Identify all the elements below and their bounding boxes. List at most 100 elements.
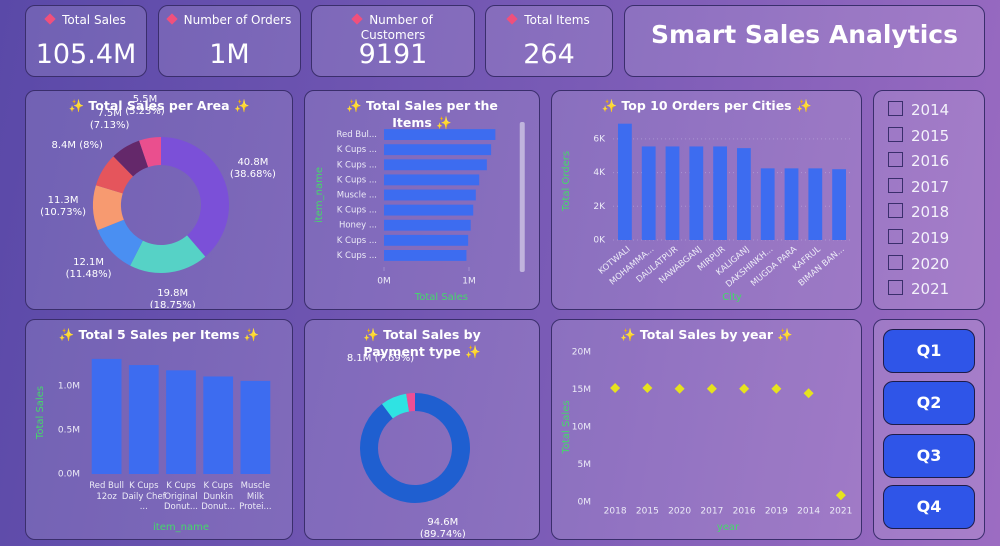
kpi-icon <box>165 13 178 25</box>
bar <box>128 365 159 474</box>
bar <box>641 146 656 240</box>
x-tick-label: 2018 <box>604 507 627 517</box>
checkbox[interactable] <box>888 229 903 244</box>
quarter-button[interactable]: Q4 <box>883 485 975 529</box>
kpi-icon <box>44 13 56 25</box>
pie-slice <box>406 393 415 412</box>
year-option[interactable]: 2021 <box>888 280 949 298</box>
kpi-card: Total Sales 105.4M <box>25 5 147 77</box>
year-option[interactable]: 2014 <box>888 101 949 119</box>
year-label: 2014 <box>911 101 950 119</box>
dashboard-title: Smart Sales Analytics <box>651 20 958 49</box>
kpi-value: 264 <box>523 39 575 70</box>
year-option[interactable]: 2016 <box>888 152 949 170</box>
checkbox[interactable] <box>888 101 903 116</box>
year-label: 2017 <box>911 177 950 196</box>
x-tick-label: 0M <box>377 277 391 287</box>
data-label: 8.1M (7.69%) <box>346 353 415 365</box>
y-tick-label: K Cups ... <box>337 206 377 216</box>
y-tick-label: 10M <box>572 423 591 433</box>
year-option[interactable]: 2017 <box>888 177 950 196</box>
chart: 94.6M (89.74%) 8.1M (7.69%) <box>346 353 470 538</box>
chart-title: ✨ Total 5 Sales per Items ✨ <box>58 327 260 342</box>
x-tick-label-box: Red Bull 12oz <box>89 481 124 502</box>
pie-slice <box>97 219 143 266</box>
data-label: 12.1M (11.48%) <box>65 257 112 281</box>
pie-slice <box>95 156 134 194</box>
checkbox[interactable] <box>888 280 903 296</box>
kpi-label: Total Items <box>524 13 590 27</box>
data-label: 94.6M (89.74%) <box>419 517 466 538</box>
chart: 40.8M (38.68%) 19.8M (18.75%) 12.1M (11.48… <box>40 94 276 308</box>
bar <box>384 189 476 201</box>
kpi-icon <box>351 13 363 25</box>
x-tick-label: K Cups Dunkin Donut... <box>201 481 236 512</box>
quarter-button[interactable]: Q3 <box>883 434 975 478</box>
quarter-button[interactable]: Q1 <box>883 329 975 373</box>
bar <box>384 204 474 216</box>
chart-title: ✨ Top 10 Orders per Cities ✨ <box>601 98 812 113</box>
y-tick-label: K Cups ... <box>337 236 377 246</box>
x-tick-label: Muscle Milk Protei... <box>239 481 272 512</box>
data-label: 5.5M (5.23%) <box>125 94 165 118</box>
x-tick-label: K Cups Daily Chef ... <box>121 481 166 512</box>
bar <box>384 234 469 246</box>
y-tick-label: K Cups ... <box>337 175 377 185</box>
kpi-label-row: Number of Orders <box>165 13 294 28</box>
checkbox[interactable] <box>888 254 903 270</box>
x-tick-label: 1M <box>462 277 476 287</box>
quarter-card: Q1 Q2 Q3 Q4 <box>873 319 985 540</box>
bar <box>203 376 234 474</box>
checkbox[interactable] <box>888 203 903 219</box>
kpi-label-row: Total Sales <box>32 13 140 28</box>
bar <box>384 159 487 171</box>
bar <box>832 169 847 240</box>
marker <box>771 383 782 394</box>
year-label: 2019 <box>911 229 950 247</box>
chart-panel: 0M 1M Red Bul... K Cups ... K Cups ... K Cups… <box>304 90 540 310</box>
bar <box>689 146 704 240</box>
y-tick-label: K Cups ... <box>337 251 377 261</box>
year-option[interactable]: 2018 <box>888 203 949 221</box>
chart-panel: 40.8M (38.68%) 19.8M (18.75%) 12.1M (11.48… <box>25 90 293 310</box>
x-tick-label-box: K Cups Dunkin Donut... <box>201 481 236 512</box>
data-label-box: 19.8M (18.75%) <box>150 288 196 308</box>
pie-slice <box>130 235 206 273</box>
bar <box>617 123 632 240</box>
year-option[interactable]: 2019 <box>888 229 949 247</box>
pie-slice <box>161 137 229 257</box>
marker <box>803 388 814 399</box>
scrollbar <box>519 122 525 272</box>
chart: 0M 5M 10M 15M 20M 2018 2015 2020 2017 2016 2019 201… <box>561 348 852 534</box>
y-tick-label: K Cups ... <box>337 160 377 170</box>
marker <box>674 383 685 394</box>
checkbox[interactable] <box>888 152 903 168</box>
data-label-box: 8.4M (8%) <box>52 140 103 151</box>
y-tick-label: 2K <box>593 202 606 212</box>
x-axis-title: Total Sales <box>414 292 468 303</box>
x-tick-label: 2021 <box>829 507 852 517</box>
bar <box>384 219 471 231</box>
y-tick-label: K Cups ... <box>337 145 377 155</box>
checkbox[interactable] <box>888 126 903 142</box>
kpi-icon <box>506 13 518 25</box>
year-option[interactable]: 2020 <box>888 254 950 273</box>
y-tick-label: 0.0M <box>58 470 80 480</box>
marker <box>739 383 750 394</box>
checkbox[interactable] <box>888 177 903 193</box>
kpi-card: Number of Orders 1M <box>158 5 301 77</box>
year-option[interactable]: 2015 <box>888 126 949 145</box>
quarter-button[interactable]: Q2 <box>883 381 975 425</box>
bar <box>665 146 680 240</box>
year-label: 2020 <box>911 254 950 273</box>
x-tick-label-box: K Cups Original Donut... <box>164 481 198 512</box>
y-tick-label: 20M <box>572 348 591 358</box>
kpi-card: Number of Customers 9191 <box>311 5 475 77</box>
data-label-box: 11.3M (10.73%) <box>40 195 86 218</box>
bar <box>784 168 799 240</box>
data-label-box: 8.1M (7.69%) <box>346 353 415 365</box>
data-label-box: 5.5M (5.23%) <box>125 94 165 118</box>
kpi-label: Number of Customers <box>360 13 433 42</box>
year-label: 2016 <box>911 152 950 171</box>
